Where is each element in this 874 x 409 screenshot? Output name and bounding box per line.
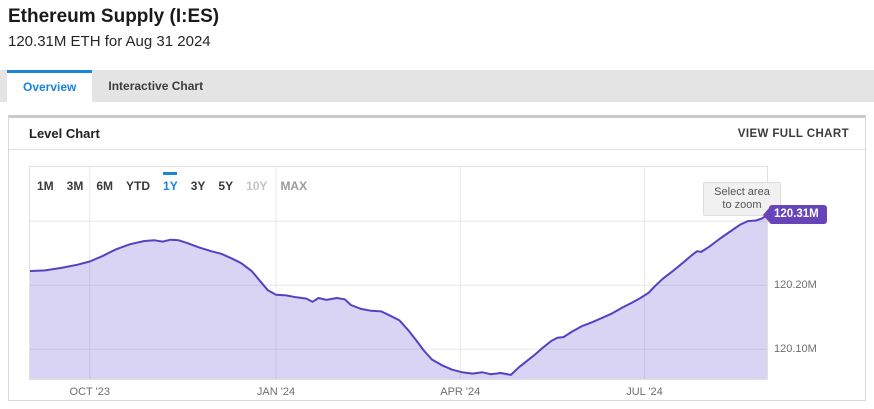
page-subtitle: 120.31M ETH for Aug 31 2024 xyxy=(8,33,211,50)
panel-title: Level Chart xyxy=(29,126,100,141)
x-axis-label-oct-23: OCT '23 xyxy=(69,386,110,398)
range-button-3m[interactable]: 3M xyxy=(66,179,84,193)
range-button-max[interactable]: MAX xyxy=(280,179,308,193)
select-area-to-zoom-line2: to zoom xyxy=(722,198,762,211)
area-chart[interactable] xyxy=(29,166,768,380)
page-title: Ethereum Supply (I:ES) xyxy=(8,6,220,27)
y-axis-label-120-20m: 120.20M xyxy=(774,279,817,292)
tab-bar: Overview Interactive Chart xyxy=(0,70,874,102)
x-axis-label-jan-24: JAN '24 xyxy=(256,386,296,398)
range-button-3y[interactable]: 3Y xyxy=(190,179,206,193)
view-full-chart-link[interactable]: VIEW FULL CHART xyxy=(737,127,849,140)
range-button-6m[interactable]: 6M xyxy=(96,179,114,193)
range-selector: 1M 3M 6M YTD 1Y 3Y 5Y 10Y MAX xyxy=(37,172,307,193)
level-chart-panel: Level Chart VIEW FULL CHART 1M 3M 6M YTD… xyxy=(8,115,866,401)
range-button-5y[interactable]: 5Y xyxy=(218,179,234,193)
x-axis-label-apr-24: APR '24 xyxy=(440,386,481,398)
level-chart-plot[interactable]: 1M 3M 6M YTD 1Y 3Y 5Y 10Y MAX Select are… xyxy=(29,166,781,380)
select-area-to-zoom-line1: Select area xyxy=(714,186,770,198)
last-value-badge: 120.31M xyxy=(769,205,827,225)
range-button-1m[interactable]: 1M xyxy=(37,179,54,193)
range-button-10y[interactable]: 10Y xyxy=(246,179,268,193)
y-axis-label-120-10m: 120.10M xyxy=(774,343,817,356)
page-header: Ethereum Supply (I:ES) 120.31M ETH for A… xyxy=(0,0,874,51)
chart-area: 1M 3M 6M YTD 1Y 3Y 5Y 10Y MAX Select are… xyxy=(9,150,865,400)
tab-overview[interactable]: Overview xyxy=(7,70,93,102)
x-axis-label-jul-24: JUL '24 xyxy=(626,386,663,398)
range-button-ytd[interactable]: YTD xyxy=(126,179,151,193)
panel-header: Level Chart VIEW FULL CHART xyxy=(9,118,865,150)
range-button-1y[interactable]: 1Y xyxy=(163,172,178,193)
tab-interactive-chart[interactable]: Interactive Chart xyxy=(108,79,204,93)
